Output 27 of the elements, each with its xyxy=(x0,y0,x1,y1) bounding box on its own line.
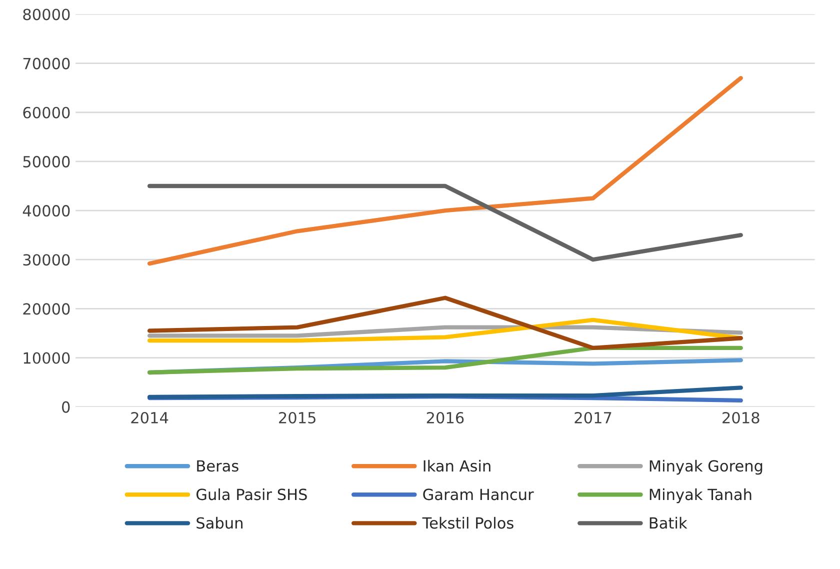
line-series xyxy=(147,346,743,375)
y-tick-label: 0 xyxy=(62,401,70,413)
y-tick-label: 60000 xyxy=(23,106,70,118)
legend-label: Ikan Asin xyxy=(424,460,490,472)
x-tick-label: 2017 xyxy=(574,412,612,424)
y-tick-label: 30000 xyxy=(23,254,70,266)
y-tick-label: 10000 xyxy=(24,352,70,364)
y-tick-label: 50000 xyxy=(23,156,70,168)
y-tick-label: 20000 xyxy=(23,303,70,315)
x-tick-label: 2015 xyxy=(279,412,316,424)
legend-label: Batik xyxy=(650,516,688,529)
y-tick-label: 70000 xyxy=(23,58,70,70)
line-series xyxy=(147,386,743,400)
line-series xyxy=(147,296,743,350)
legend-label: Sabun xyxy=(196,516,242,529)
legend-label: Garam Hancur xyxy=(423,488,534,500)
legend-label: Gula Pasir SHS xyxy=(196,488,307,500)
legend-label: Minyak Goreng xyxy=(650,460,762,475)
line-series xyxy=(147,76,743,266)
y-tick-label: 80000 xyxy=(23,8,70,20)
legend-label: Minyak Tanah xyxy=(650,488,752,504)
legend-label: Beras xyxy=(197,460,238,472)
x-tick-label: 2016 xyxy=(426,412,464,424)
x-tick-label: 2018 xyxy=(722,412,760,424)
x-tick-label: 2014 xyxy=(131,412,168,424)
legend-label: Tekstil Polos xyxy=(422,516,514,529)
y-tick-label: 40000 xyxy=(22,204,70,217)
